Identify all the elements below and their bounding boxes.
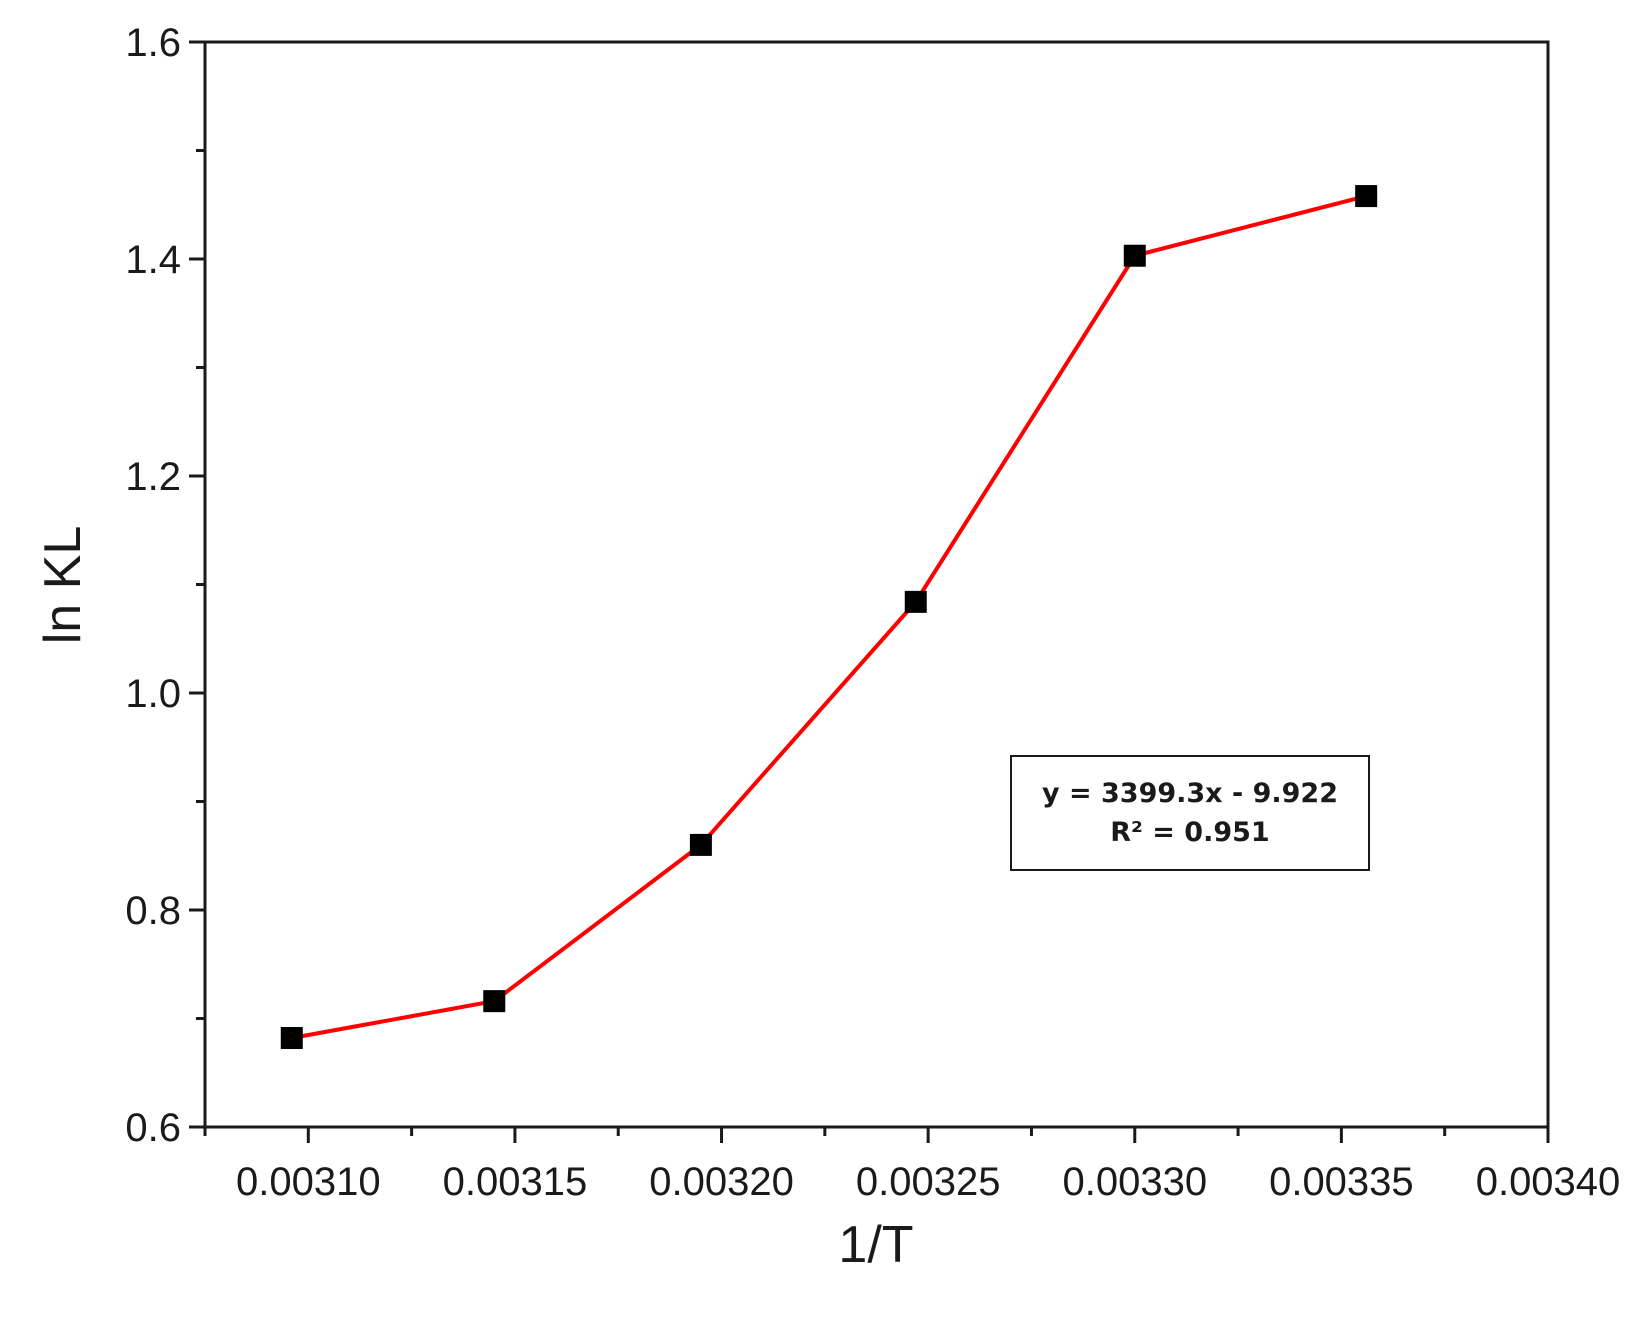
y-tick-label: 0.8 — [125, 889, 181, 933]
y-axis-ticks: 0.6 0.8 1.0 1.2 1.4 1.6 — [125, 21, 205, 1150]
x-tick-label: 0.00335 — [1269, 1160, 1414, 1204]
series-line — [291, 194, 1367, 1040]
x-tick-label: 0.00310 — [236, 1160, 381, 1204]
data-point — [1123, 244, 1146, 267]
x-tick-label: 0.00330 — [1062, 1160, 1207, 1204]
x-tick-label: 0.00315 — [443, 1160, 588, 1204]
data-point — [904, 590, 927, 613]
x-axis-ticks: 0.00310 0.00315 0.00320 0.00325 0.00330 0.003… — [203, 1127, 1621, 1204]
y-tick-label: 1.4 — [125, 238, 181, 282]
x-tick-label: 0.00320 — [649, 1160, 794, 1204]
x-axis-title: 1/T — [838, 1216, 913, 1274]
y-tick-label: 1.6 — [125, 21, 181, 65]
x-tick-label: 0.00340 — [1476, 1160, 1621, 1204]
regression-equation: y = 3399.3x - 9.922 — [1041, 777, 1339, 809]
y-tick-label: 1.2 — [125, 455, 181, 499]
regression-equation-box: y = 3399.3x - 9.922 R² = 0.951 — [1010, 755, 1370, 871]
data-point — [280, 1027, 303, 1050]
y-tick-label: 1.0 — [125, 672, 181, 716]
data-point — [483, 990, 506, 1013]
x-tick-label: 0.00325 — [856, 1160, 1001, 1204]
plot-frame — [203, 40, 1550, 1129]
y-axis-title: ln KL — [34, 526, 92, 645]
y-tick-label: 0.6 — [125, 1106, 181, 1150]
data-point — [1355, 185, 1378, 208]
data-point — [689, 833, 712, 856]
series-layer — [280, 185, 1378, 1050]
r-squared-value: R² = 0.951 — [1110, 817, 1270, 848]
